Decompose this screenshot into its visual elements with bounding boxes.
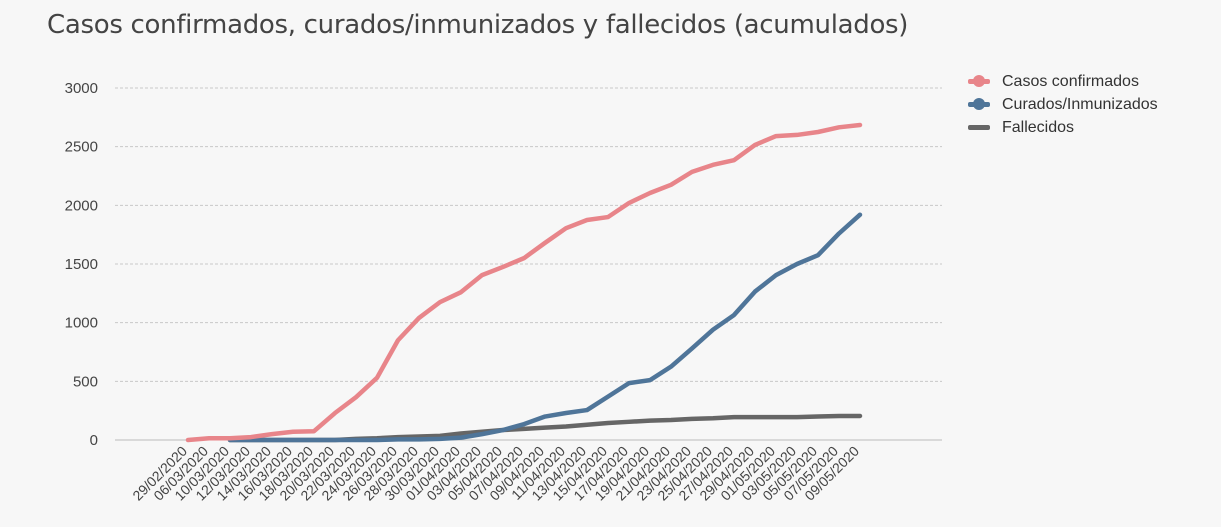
- legend: Casos confirmados Curados/Inmunizados Fall…: [968, 70, 1158, 139]
- legend-marker-icon: [973, 75, 985, 87]
- y-tick-label: 500: [73, 373, 98, 390]
- y-tick-label: 3000: [65, 80, 98, 97]
- series-line: [227, 212, 863, 443]
- y-tick-label: 1500: [65, 256, 98, 273]
- legend-swatch-icon: [968, 75, 990, 87]
- series-line: [185, 122, 863, 443]
- legend-swatch-icon: [968, 98, 990, 110]
- series-casos-confirmados: [185, 122, 863, 443]
- y-tick-label: 1000: [65, 315, 98, 332]
- legend-marker-icon: [973, 98, 985, 110]
- legend-item[interactable]: Fallecidos: [968, 116, 1158, 139]
- legend-label: Fallecidos: [1002, 118, 1075, 136]
- series-curados-inmunizados: [227, 212, 863, 443]
- chart-title: Casos confirmados, curados/inmunizados y…: [47, 10, 909, 40]
- legend-item[interactable]: Curados/Inmunizados: [968, 93, 1158, 116]
- legend-item[interactable]: Casos confirmados: [968, 70, 1158, 93]
- legend-label: Curados/Inmunizados: [1002, 95, 1158, 113]
- legend-label: Casos confirmados: [1002, 72, 1139, 90]
- legend-swatch-icon: [968, 125, 990, 130]
- y-tick-label: 0: [90, 432, 98, 449]
- y-tick-label: 2000: [65, 197, 98, 214]
- y-tick-label: 2500: [65, 139, 98, 156]
